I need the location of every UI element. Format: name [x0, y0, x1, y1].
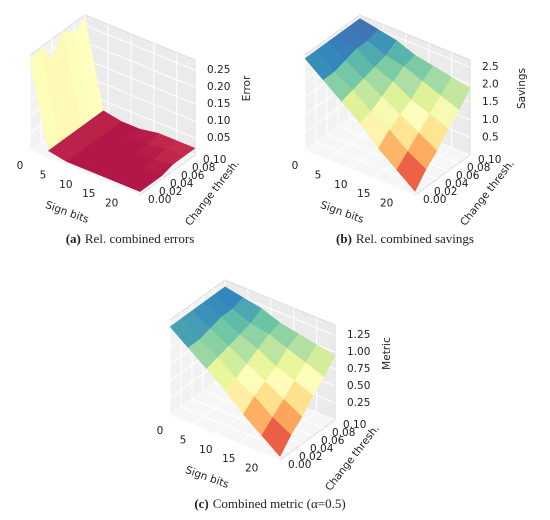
- y-tick-label: 0.02: [434, 186, 457, 198]
- x-tick-label: 20: [105, 198, 118, 210]
- y-tick-label: 0.04: [170, 178, 194, 190]
- x-axis-label: Sign bits: [44, 199, 91, 226]
- x-tick-label: 10: [334, 179, 347, 191]
- x-tick-label: 0: [292, 160, 299, 172]
- z-tick-label: 0.25: [347, 397, 370, 409]
- z-axis-label: Error: [241, 75, 253, 101]
- x-tick-label: 5: [40, 169, 47, 181]
- y-tick-label: 0.00: [423, 194, 446, 206]
- z-tick-label: 1.0: [482, 114, 499, 126]
- x-tick-label: 5: [315, 169, 322, 181]
- x-tick-label: 10: [199, 444, 212, 456]
- grid-line: [315, 47, 427, 188]
- y-tick-label: 0.06: [181, 170, 205, 182]
- z-tick-label: 2.0: [482, 79, 499, 91]
- y-tick-label: 0.08: [332, 427, 355, 439]
- z-tick-label: 1.25: [347, 329, 370, 341]
- x-tick-label: 0: [17, 160, 24, 172]
- x-tick-label: 20: [245, 463, 258, 475]
- surface-patch: [396, 150, 427, 192]
- y-tick-label: 0.10: [478, 154, 501, 166]
- z-tick-label: 0.75: [347, 363, 370, 375]
- caption-text: Rel. combined savings: [356, 231, 474, 246]
- z-axis-label: Metric: [381, 337, 393, 370]
- caption-label: (a): [66, 231, 81, 246]
- z-tick-label: 0.10: [207, 115, 230, 127]
- y-tick-label: 0.06: [321, 435, 345, 447]
- caption: (a) Rel. combined errors: [66, 231, 195, 246]
- z-axis-label: Savings: [516, 68, 528, 109]
- z-tick-label: 0.15: [207, 98, 230, 110]
- z-tick-label: 2.5: [482, 61, 499, 73]
- y-tick-label: 0.06: [456, 170, 480, 182]
- y-tick-label: 0.00: [288, 459, 311, 471]
- z-tick-label: 0.05: [207, 132, 230, 144]
- surface-patch: [121, 175, 152, 192]
- x-tick-label: 20: [380, 198, 393, 210]
- z-tick-label: 0.25: [207, 64, 230, 76]
- panel: 0 5 10 15 20 0.000.020.040.060.080.10 0.5 1.0 1.…: [292, 14, 528, 246]
- grid-line: [304, 55, 416, 196]
- caption: (c) Combined metric (α=0.5): [194, 496, 345, 511]
- x-tick-label: 15: [222, 453, 235, 465]
- y-tick-label: 0.00: [148, 194, 171, 206]
- z-tick-label: 1.5: [482, 96, 499, 108]
- x-axis-label: Sign bits: [184, 464, 231, 491]
- caption-label: (c): [194, 496, 208, 511]
- z-tick-label: 1.00: [347, 346, 370, 358]
- x-tick-label: 15: [82, 188, 95, 200]
- caption: (b) Rel. combined savings: [336, 231, 474, 246]
- z-tick-label: 0.20: [207, 81, 230, 93]
- y-tick-label: 0.02: [159, 186, 182, 198]
- z-tick-label: 0.50: [347, 380, 370, 392]
- caption-label: (b): [336, 231, 352, 246]
- surface-patch: [261, 416, 292, 458]
- x-tick-label: 0: [157, 425, 164, 437]
- caption-text: Rel. combined errors: [85, 231, 194, 246]
- grid-line: [180, 312, 292, 453]
- y-tick-label: 0.02: [299, 451, 322, 463]
- y-tick-label: 0.10: [343, 419, 366, 431]
- y-tick-label: 0.08: [192, 162, 215, 174]
- caption-text: Combined metric (α=0.5): [213, 496, 346, 511]
- grid-line: [169, 320, 281, 461]
- x-tick-label: 10: [59, 179, 72, 191]
- y-tick-label: 0.08: [467, 162, 490, 174]
- y-tick-label: 0.10: [203, 154, 226, 166]
- z-tick-label: 0.5: [482, 131, 499, 143]
- y-tick-label: 0.04: [310, 443, 334, 455]
- x-tick-label: 5: [180, 434, 187, 446]
- x-tick-label: 15: [357, 188, 370, 200]
- x-axis-label: Sign bits: [319, 199, 366, 226]
- panel: 0 5 10 15 20 0.000.020.040.060.080.10 0.25 0.50…: [157, 279, 393, 511]
- y-tick-label: 0.04: [445, 178, 469, 190]
- grid-line: [29, 55, 141, 196]
